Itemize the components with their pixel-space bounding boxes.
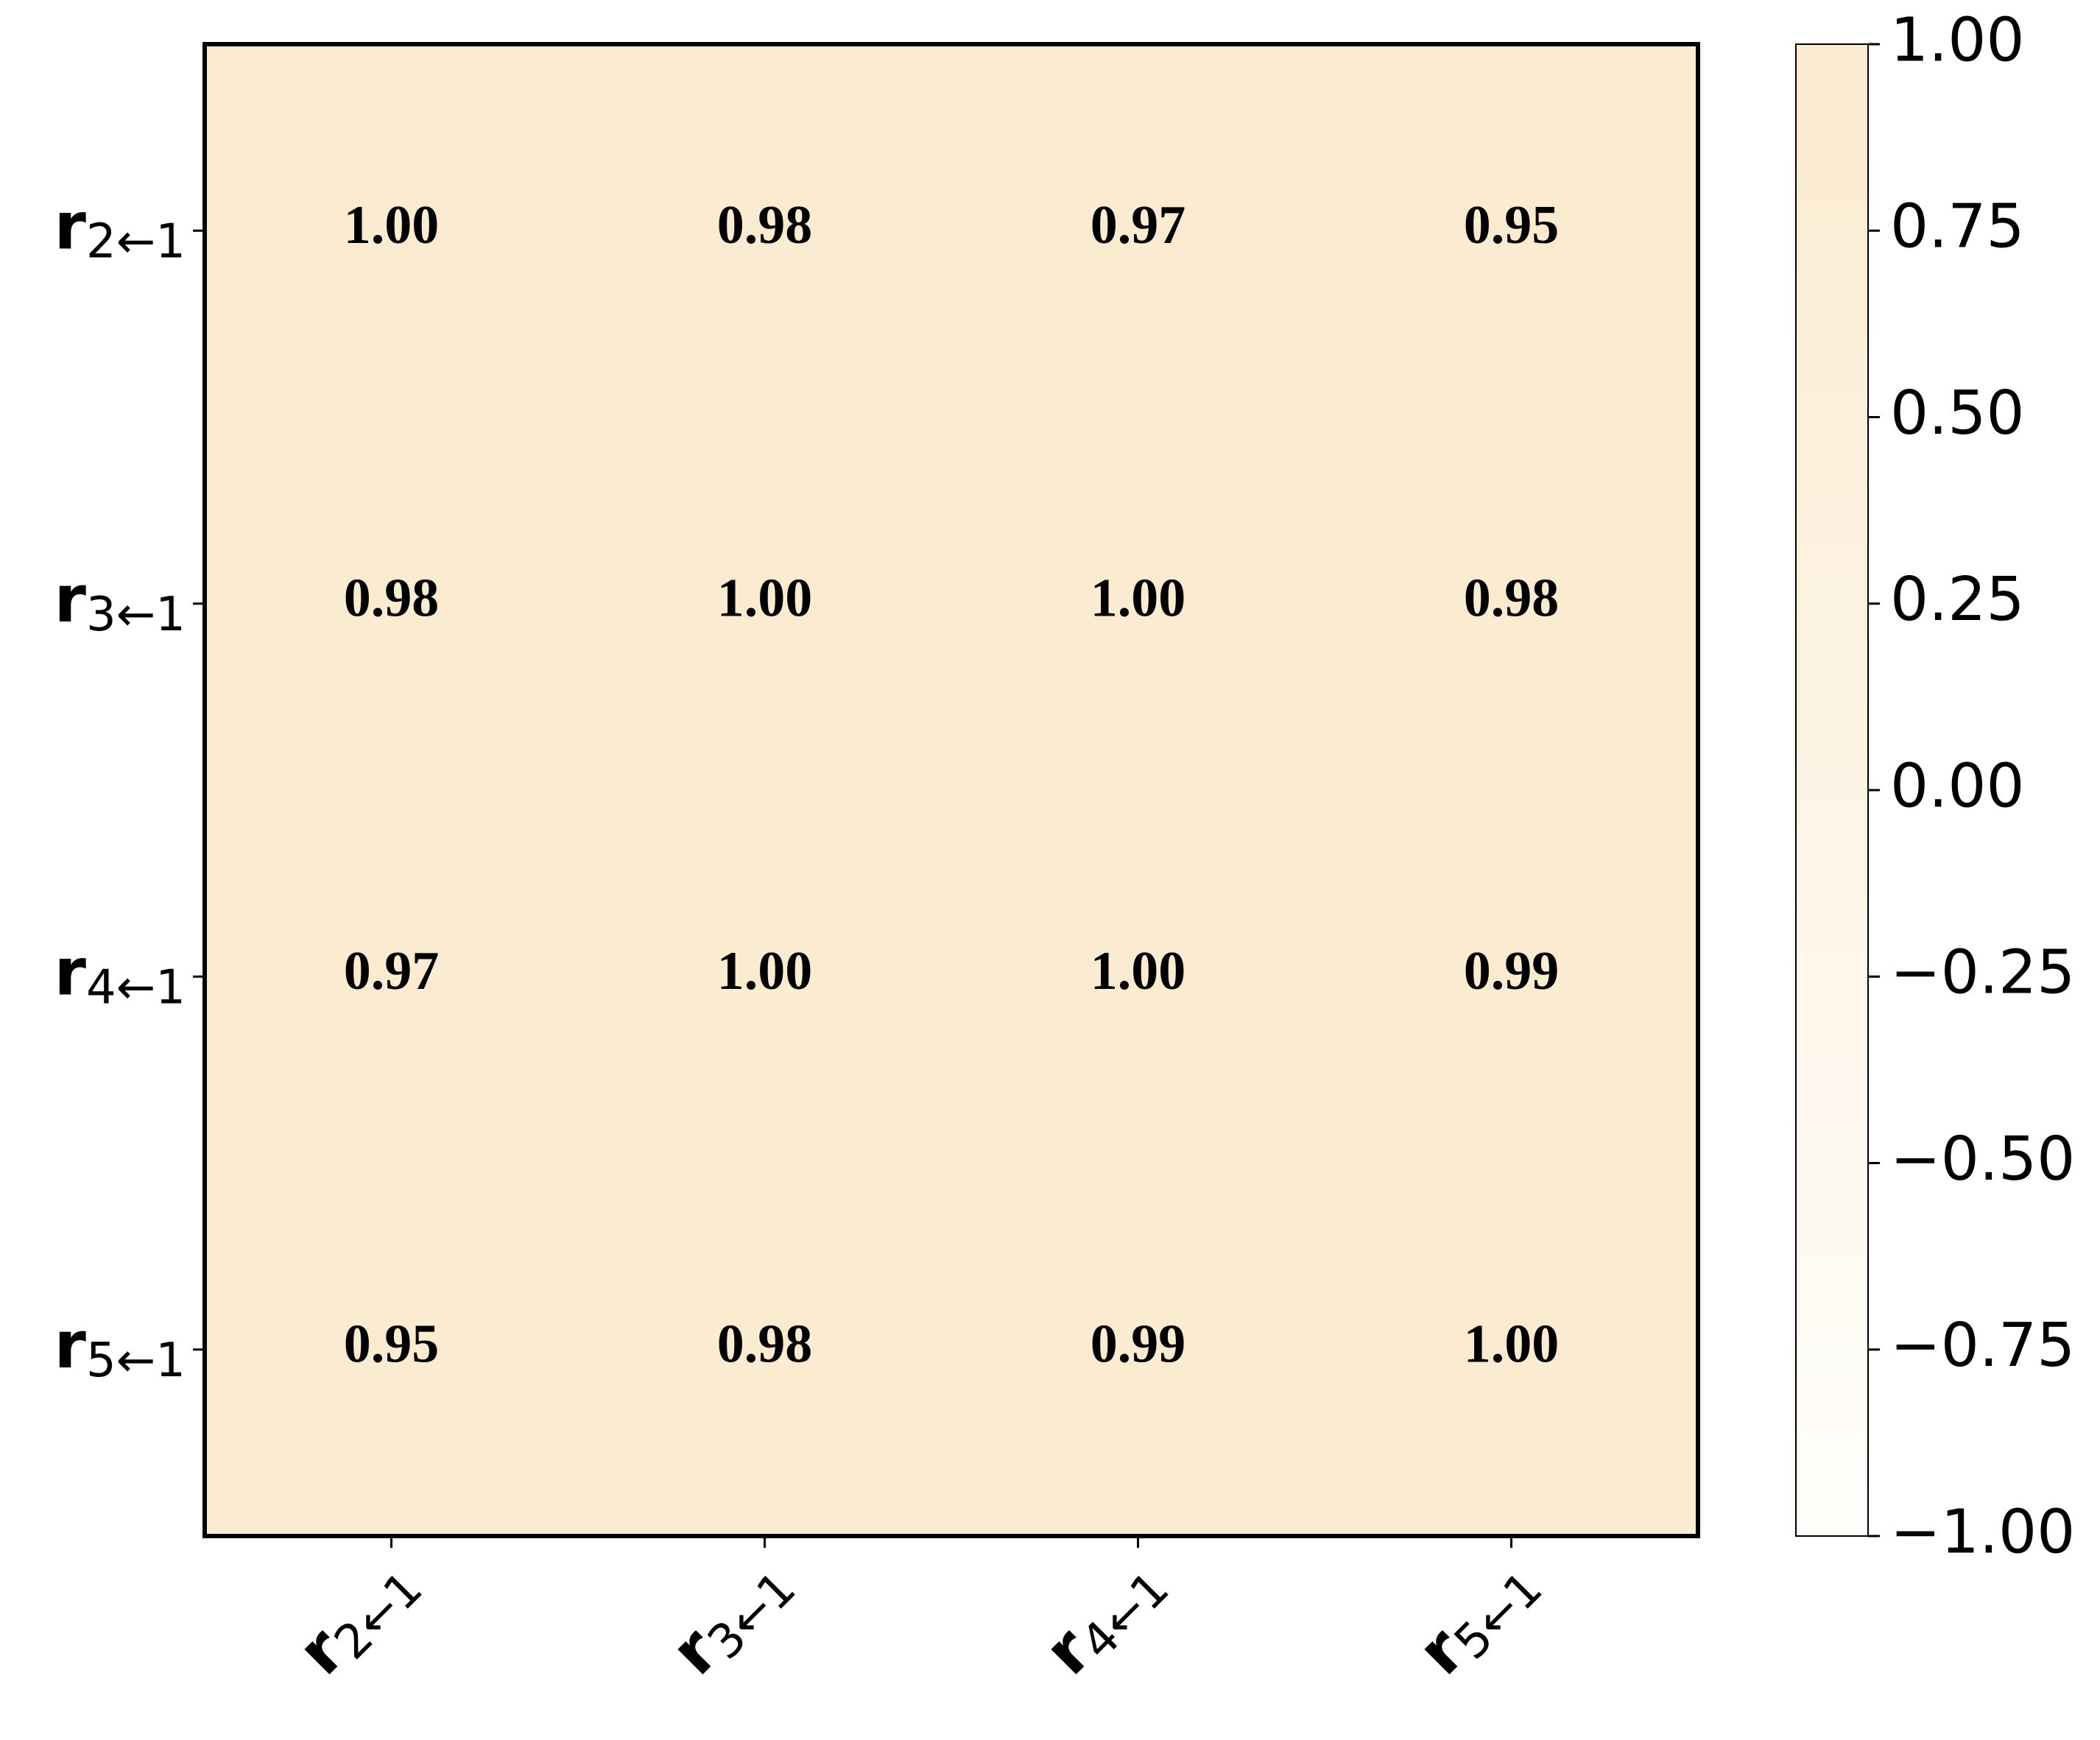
heatmap-cell bbox=[951, 417, 1325, 791]
axis-label: r3←1 bbox=[54, 561, 186, 642]
colorbar bbox=[1795, 43, 1869, 1537]
label-subscript: 4←1 bbox=[86, 960, 186, 1015]
colorbar-tick-label: 0.00 bbox=[1890, 751, 2025, 821]
cell-label: 1.00 bbox=[717, 941, 813, 1001]
plot-frame bbox=[202, 42, 1700, 1538]
axis-label: r3←1 bbox=[656, 1543, 806, 1693]
heatmap-cell bbox=[1325, 1163, 1699, 1537]
label-subscript: 5←1 bbox=[86, 1333, 186, 1387]
colorbar-tick-label: −0.75 bbox=[1890, 1311, 2075, 1381]
heatmap-cell bbox=[578, 1163, 952, 1537]
colorbar-tick-label: −0.25 bbox=[1890, 938, 2075, 1008]
label-subscript: 2←1 bbox=[86, 214, 186, 269]
cell-label: 0.99 bbox=[1464, 941, 1560, 1001]
label-symbol: r bbox=[54, 561, 87, 637]
axis-label: r2←1 bbox=[283, 1543, 433, 1693]
cell-label: 0.98 bbox=[717, 195, 813, 256]
cell-label: 0.95 bbox=[344, 1314, 440, 1375]
colorbar-tick-label: 0.75 bbox=[1890, 192, 2025, 262]
heatmap-cell bbox=[205, 44, 579, 418]
cell-label: 0.95 bbox=[1464, 195, 1560, 256]
heatmap-cell bbox=[578, 790, 952, 1163]
axis-label: r5←1 bbox=[54, 1307, 186, 1388]
cell-label: 1.00 bbox=[717, 568, 813, 629]
axis-label: r4←1 bbox=[1029, 1543, 1180, 1693]
heatmap-cell bbox=[1325, 44, 1699, 418]
colorbar-tick-label: 0.25 bbox=[1890, 565, 2025, 635]
colorbar-tick-label: −0.50 bbox=[1890, 1124, 2075, 1194]
heatmap-cell bbox=[205, 1163, 579, 1537]
heatmap-cell bbox=[1325, 417, 1699, 791]
heatmap-cell bbox=[1325, 790, 1699, 1163]
cell-label: 0.97 bbox=[1090, 195, 1186, 256]
heatmap-cell bbox=[951, 790, 1325, 1163]
colorbar-tick-label: −1.00 bbox=[1890, 1497, 2075, 1567]
label-symbol: r bbox=[54, 1307, 87, 1383]
axis-label: r5←1 bbox=[1403, 1543, 1553, 1693]
heatmap-cell bbox=[951, 1163, 1325, 1537]
cell-label: 0.98 bbox=[344, 568, 440, 629]
cell-label: 0.97 bbox=[344, 941, 440, 1001]
cell-label: 0.99 bbox=[1090, 1314, 1186, 1375]
cell-label: 0.98 bbox=[1464, 568, 1560, 629]
colorbar-tick-label: 0.50 bbox=[1890, 378, 2025, 448]
cell-label: 1.00 bbox=[1090, 941, 1186, 1001]
heatmap-cell bbox=[951, 44, 1325, 418]
axis-label: r2←1 bbox=[54, 188, 186, 269]
label-symbol: r bbox=[54, 934, 87, 1010]
cell-label: 1.00 bbox=[1090, 568, 1186, 629]
label-subscript: 3←1 bbox=[86, 587, 186, 641]
cell-label: 1.00 bbox=[344, 195, 440, 256]
label-symbol: r bbox=[54, 188, 87, 264]
colorbar-tick-label: 1.00 bbox=[1890, 5, 2025, 75]
heatmap-cell bbox=[578, 417, 952, 791]
cell-label: 1.00 bbox=[1464, 1314, 1560, 1375]
heatmap-cell bbox=[205, 417, 579, 791]
heatmap-cell bbox=[205, 790, 579, 1163]
heatmap-cell bbox=[578, 44, 952, 418]
axis-label: r4←1 bbox=[54, 934, 186, 1015]
cell-label: 0.98 bbox=[717, 1314, 813, 1375]
